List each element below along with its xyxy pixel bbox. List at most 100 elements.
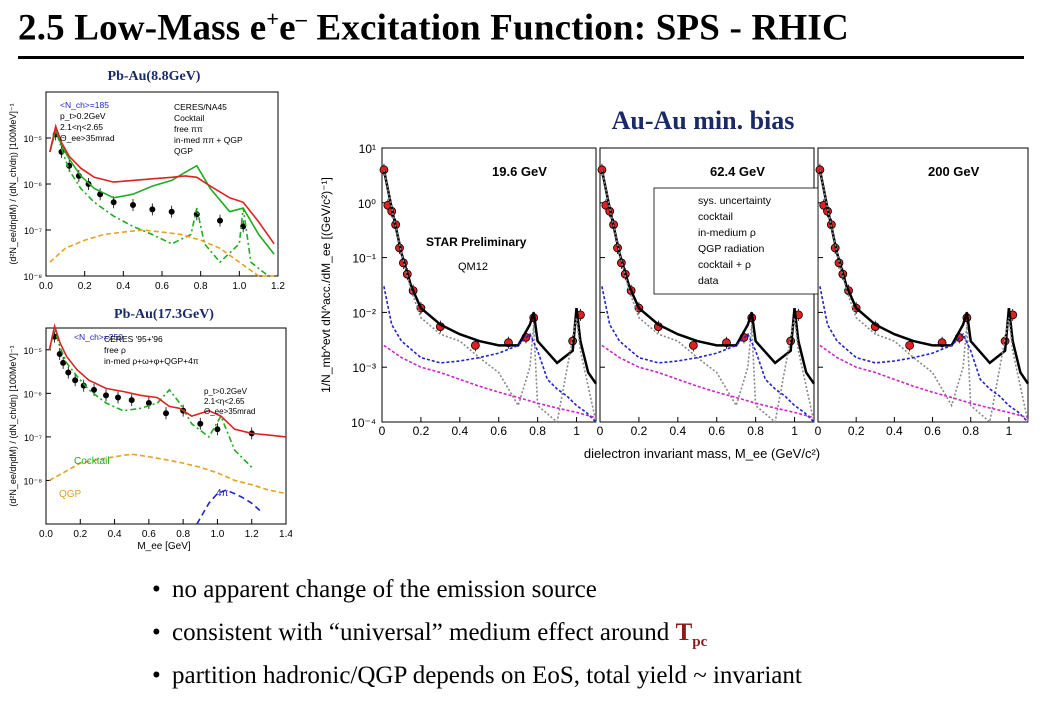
annotation: 2.1<η<2.65 xyxy=(204,397,245,406)
chart-star-auau-svg: 0 0.2 0.4 0.6 0.8 1 19.6 GeV 0 0.2 0.4 0.6 0.8 1 62.4… xyxy=(312,140,1030,470)
plot-frame xyxy=(381,147,597,423)
y-tick-label: 10¹ xyxy=(359,142,376,156)
series-line-qgp xyxy=(49,229,275,277)
annotation: STAR Preliminary xyxy=(426,235,527,249)
chart-pbau-8-8-svg: Pb-Au(8.8GeV) 0.0 0.2 0.4 0.6 0.8 1.0 1.2 10⁻⁵ 10… xyxy=(4,64,292,296)
panel-energy-label: 200 GeV xyxy=(928,164,980,179)
x-tick-label: 0.2 xyxy=(631,424,648,438)
chart-pbau-8-8: Pb-Au(8.8GeV) 0.0 0.2 0.4 0.6 0.8 1.0 1.2 10⁻⁵ 10… xyxy=(4,64,292,296)
y-tick-label: 10⁻³ xyxy=(352,361,376,375)
x-tick-label: 1 xyxy=(791,424,798,438)
data-point xyxy=(115,394,122,401)
annotation: 2.1<η<2.65 xyxy=(60,122,103,132)
x-tick-label: 0.4 xyxy=(669,424,686,438)
x-tick-label: 0.4 xyxy=(886,424,903,438)
series-line-cocktail xyxy=(49,127,269,277)
bullet-text: no apparent change of the emission sourc… xyxy=(172,576,597,603)
x-tick-label: 0.8 xyxy=(747,424,764,438)
annotation: p_t>0.2GeV xyxy=(60,111,106,121)
legend-entry: CERES '95+'96 xyxy=(104,334,163,344)
data-point xyxy=(197,420,204,427)
bullet-text: partition hadronic/QGP depends on EoS, t… xyxy=(172,662,802,689)
x-tick-label: 0.0 xyxy=(39,281,53,292)
y-tick-label: 10⁻⁶ xyxy=(24,389,43,399)
x-tick-label: 0.4 xyxy=(108,529,122,540)
data-point xyxy=(470,340,480,350)
legend-entry: sys. uncertainty xyxy=(698,195,772,207)
series-line-4- xyxy=(196,489,261,525)
bullet-dot: • xyxy=(152,619,161,646)
x-tick-label: 0.0 xyxy=(39,529,53,540)
series-line-in-med-qgp xyxy=(49,123,275,245)
x-tick-label: 1.2 xyxy=(271,281,285,292)
x-axis-label: dielectron invariant mass, M_ee (GeV/c²) xyxy=(584,446,820,461)
x-tick-label: 0 xyxy=(379,424,386,438)
bullet-item: • consistent with “universal” medium effe… xyxy=(152,619,1032,662)
data-point xyxy=(168,208,175,215)
y-tick-label: 10⁻⁴ xyxy=(351,416,376,430)
series-line-cocktail xyxy=(383,169,597,424)
x-tick-label: 0.6 xyxy=(924,424,941,438)
plot-frame xyxy=(45,327,287,525)
panel-bg xyxy=(4,302,292,554)
bullet-dot: • xyxy=(152,662,161,689)
y-tick-label: 10⁻² xyxy=(352,306,376,320)
annotation: <N_ch>=185 xyxy=(60,100,109,110)
bullet-dot: • xyxy=(152,576,161,603)
x-tick-label: 0.6 xyxy=(155,281,169,292)
series-line-cocktail- xyxy=(382,169,598,385)
annotation: Θ_ee>35mrad xyxy=(204,407,255,416)
x-tick-label: 1 xyxy=(573,424,580,438)
series-line-in-med-qgp-4- xyxy=(48,323,287,438)
annotation: Θ_ee>35mrad xyxy=(60,133,115,143)
bullet-text: consistent with “universal” medium effec… xyxy=(172,619,676,646)
data-point xyxy=(103,392,110,399)
series-line-cocktail xyxy=(819,169,1029,424)
data-point xyxy=(110,199,117,206)
y-tick-label: 10⁻⁵ xyxy=(24,134,43,144)
y-tick-label: 10⁻⁷ xyxy=(24,226,42,236)
bullet-item: • partition hadronic/QGP depends on EoS, … xyxy=(152,662,1032,705)
y-tick-label: 10⁻⁷ xyxy=(24,433,42,443)
data-point xyxy=(128,397,135,404)
legend-entry: in-medium ρ xyxy=(698,227,756,239)
panel-bg xyxy=(4,64,292,296)
series-line-cocktail xyxy=(601,169,815,424)
data-point xyxy=(240,223,247,230)
y-tick-label: 10⁻⁶ xyxy=(24,180,43,190)
x-tick-label: 0.8 xyxy=(962,424,979,438)
data-point xyxy=(145,399,152,406)
legend-entry: free ππ xyxy=(174,124,203,134)
legend-entry: free ρ xyxy=(104,345,126,355)
x-tick-label: 0.8 xyxy=(529,424,546,438)
legend-entry: cocktail xyxy=(698,211,733,223)
data-point xyxy=(60,359,67,366)
legend-entry: QGP radiation xyxy=(698,243,765,255)
x-tick-label: 0.8 xyxy=(194,281,208,292)
data-point xyxy=(65,369,72,376)
legend-entry: in-med ρ+ω+φ+QGP+4π xyxy=(104,356,199,366)
x-tick-label: 0.2 xyxy=(78,281,92,292)
legend-entry: data xyxy=(698,275,719,287)
tpc-symbol: Tpc xyxy=(675,619,708,650)
x-tick-label: 1.4 xyxy=(279,529,292,540)
x-tick-label: 0.2 xyxy=(413,424,430,438)
panel-energy-label: 62.4 GeV xyxy=(710,164,765,179)
x-tick-label: 1 xyxy=(1006,424,1013,438)
series-line-in-medium- xyxy=(383,286,597,423)
annotation: 4π xyxy=(216,488,229,499)
x-tick-label: 1.0 xyxy=(232,281,246,292)
data-point xyxy=(905,340,915,350)
data-point xyxy=(130,201,137,208)
legend-entry: cocktail + ρ xyxy=(698,259,751,271)
data-point xyxy=(216,217,223,224)
panel-energy-label: 19.6 GeV xyxy=(492,164,547,179)
x-tick-label: 0.6 xyxy=(490,424,507,438)
slide-title: 2.5 Low-Mass e+e– Excitation Function: S… xyxy=(18,6,849,49)
y-tick-label: 10⁻⁸ xyxy=(23,476,42,486)
y-tick-label: 10⁻⁵ xyxy=(24,346,43,356)
x-tick-label: 1.2 xyxy=(245,529,259,540)
annotation: <N_ch>=250 xyxy=(74,332,123,342)
x-tick-label: 0.6 xyxy=(708,424,725,438)
x-tick-label: 0.8 xyxy=(176,529,190,540)
